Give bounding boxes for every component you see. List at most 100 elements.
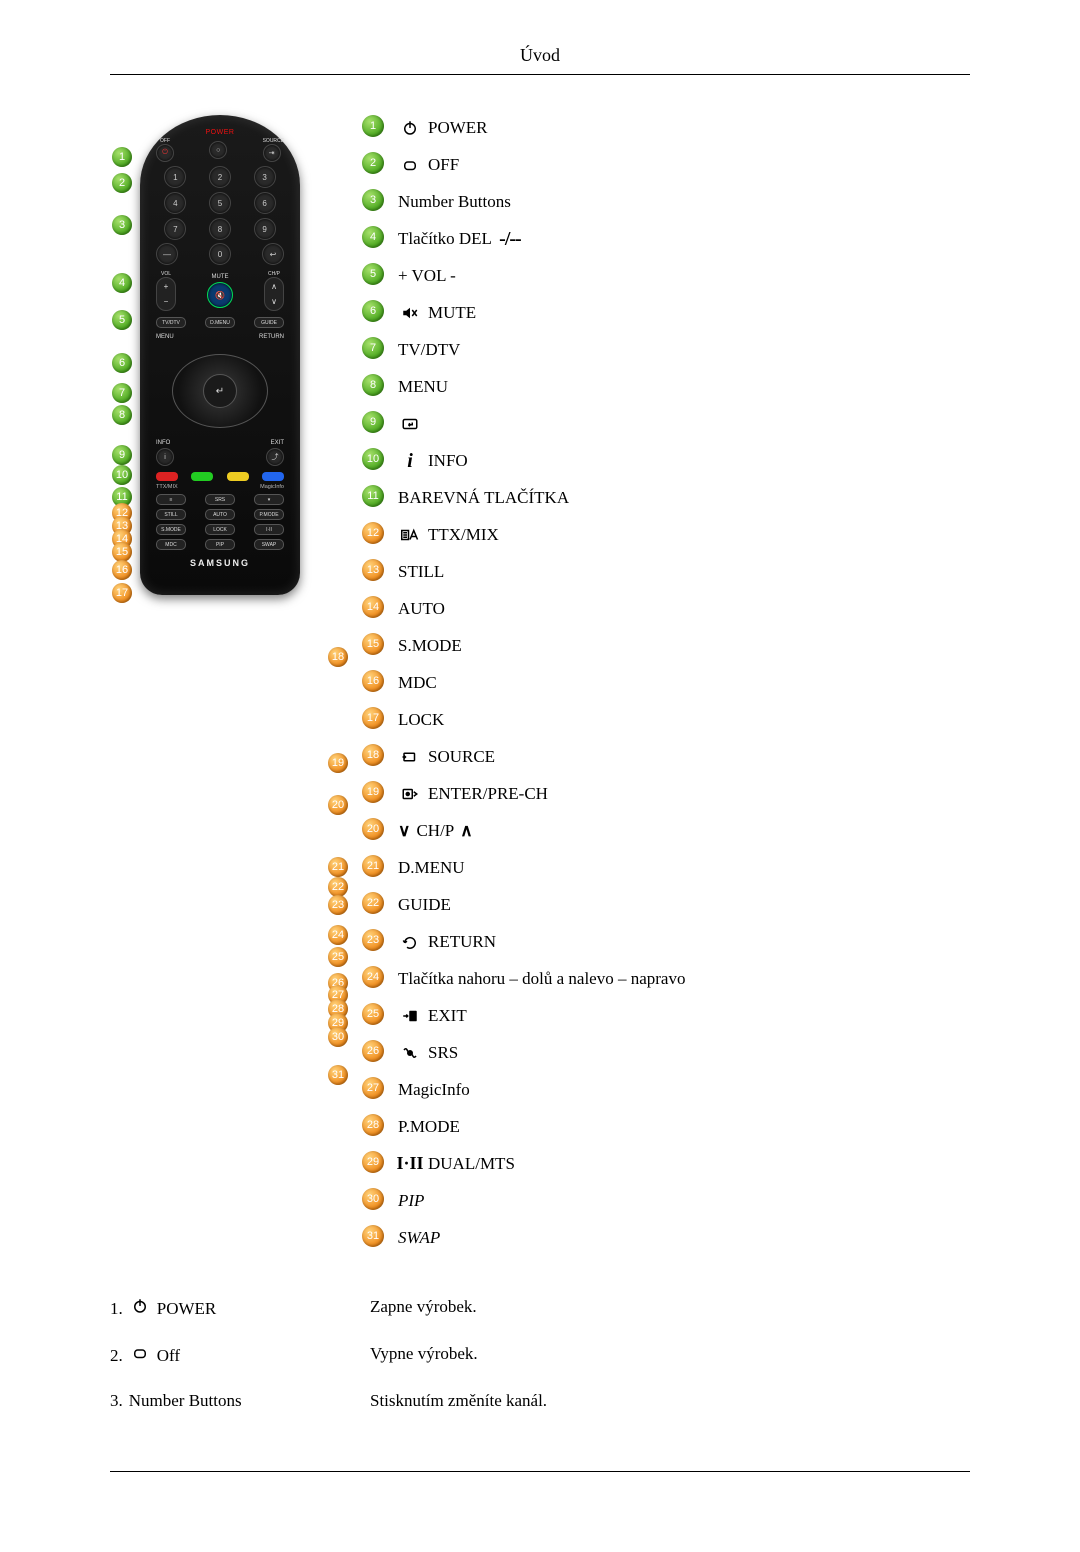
legend-item-16: 16MDC [362,670,685,696]
legend-bubble: 28 [362,1114,384,1136]
mdc-btn[interactable]: MDC [156,539,186,550]
legend-text: SOURCE [398,748,495,767]
pip-btn[interactable]: PIP [205,539,235,550]
num-1[interactable]: 1 [164,166,186,188]
swap-btn[interactable]: SWAP [254,539,284,550]
brand-label: SAMSUNG [156,558,284,568]
legend-item-30: 30PIP [362,1188,685,1214]
remote-vol-label: VOL [156,271,176,277]
mute-btn[interactable]: 🔇 [207,282,233,308]
pmode-btn[interactable]: P.MODE [254,509,284,520]
info-btn[interactable]: i [156,448,174,466]
legend-bubble: 12 [362,522,384,544]
legend-bubble: 4 [362,226,384,248]
off-icon [129,1344,151,1367]
legend-text: SRS [398,1044,458,1063]
exit-label: EXIT [271,440,284,446]
legend-text: TV/DTV [398,341,460,360]
dpad-ok[interactable]: ↵ [203,374,237,408]
left-callout-7: 7 [112,383,132,403]
legend-bubble: 17 [362,707,384,729]
ttx-icon [398,526,422,544]
ttx-label: TTX/MIX [156,484,178,490]
color-buttons [156,472,284,481]
desc-row-1: 1. POWERZapne výrobek. [110,1297,970,1320]
exit-btn[interactable]: ⤴ [266,448,284,466]
num-3[interactable]: 3 [254,166,276,188]
num-prech[interactable]: ↩ [262,243,284,265]
legend-bubble: 22 [362,892,384,914]
power-icon [129,1297,151,1320]
dpad[interactable]: ↵ [164,346,276,436]
legend-text: POWER [398,119,488,138]
page-title: Úvod [110,45,970,66]
red-btn[interactable] [156,472,178,481]
remote-power-btn[interactable]: ⏻ [156,144,174,162]
legend-bubble: 2 [362,152,384,174]
right-callout-30: 30 [328,1027,348,1047]
desc-body: Vypne výrobek. [370,1344,970,1367]
green-btn[interactable] [191,472,213,481]
dmenu-btn[interactable]: D.MENU [205,317,235,328]
num-4[interactable]: 4 [164,192,186,214]
legend-item-19: 19ENTER/PRE-CH [362,781,685,807]
num-0[interactable]: 0 [209,243,231,265]
srs-btn[interactable]: SRS [205,494,235,505]
main-row: 1234567891011121314151617 POWER OFF ⏻ ○ … [110,115,970,1262]
num-5[interactable]: 5 [209,192,231,214]
remote-source-label: SOURCE [263,138,284,144]
blue-btn[interactable] [262,472,284,481]
legend-text: GUIDE [398,896,451,915]
auto-btn[interactable]: AUTO [205,509,235,520]
guide-btn[interactable]: GUIDE [254,317,284,328]
legend-text: ENTER/PRE-CH [398,785,548,804]
yellow-btn[interactable] [227,472,249,481]
right-callout-23: 23 [328,895,348,915]
magicinfo-btn[interactable]: ▾ [254,494,284,505]
legend-text: AUTO [398,600,445,619]
legend-item-23: 23RETURN [362,929,685,955]
off-icon [398,156,422,174]
desc-label: 1. POWER [110,1297,370,1320]
num-6[interactable]: 6 [254,192,276,214]
source-icon [398,748,422,766]
ttx-btn[interactable]: ≡ [156,494,186,505]
legend-text: STILL [398,563,444,582]
smode-btn[interactable]: S.MODE [156,524,186,535]
remote-numpad: 1 2 3 4 5 6 7 8 9 [156,166,284,240]
legend-text: ∨ CH/P ∧ [398,822,473,841]
left-callout-6: 6 [112,353,132,373]
legend-text: D.MENU [398,859,465,878]
legend-item-7: 7TV/DTV [362,337,685,363]
still-btn[interactable]: STILL [156,509,186,520]
num-2[interactable]: 2 [209,166,231,188]
dual-btn[interactable]: I·II [254,524,284,535]
remote-source-btn[interactable]: ⇥ [263,144,281,162]
ch-rocker[interactable]: ∧∨ [264,277,284,311]
legend-item-17: 17 LOCK [362,707,685,733]
left-callout-2: 2 [112,173,132,193]
legend-bubble: 16 [362,670,384,692]
desc-body: Zapne výrobek. [370,1297,970,1320]
legend-bubble: 24 [362,966,384,988]
top-rule [110,74,970,75]
legend-list: 1POWER2OFF3Number Buttons4Tlačítko DEL -… [362,115,685,1262]
legend-item-25: 25EXIT [362,1003,685,1029]
remote-off-btn[interactable]: ○ [209,141,227,159]
legend-item-6: 6MUTE [362,300,685,326]
legend-item-18: 18SOURCE [362,744,685,770]
desc-body: Stisknutím změníte kanál. [370,1391,970,1411]
vol-rocker[interactable]: +− [156,277,176,311]
tvdtv-btn[interactable]: TV/DTV [156,317,186,328]
legend-item-5: 5+ VOL - [362,263,685,289]
right-callout-19: 19 [328,753,348,773]
dual-icon: I·II [398,1154,422,1174]
lock-btn[interactable]: LOCK [205,524,235,535]
num-8[interactable]: 8 [209,218,231,240]
num-dash[interactable]: — [156,243,178,265]
legend-text: LOCK [398,711,444,730]
info-icon: i [398,450,422,472]
del-icon: -/-- [498,228,522,250]
num-9[interactable]: 9 [254,218,276,240]
num-7[interactable]: 7 [164,218,186,240]
